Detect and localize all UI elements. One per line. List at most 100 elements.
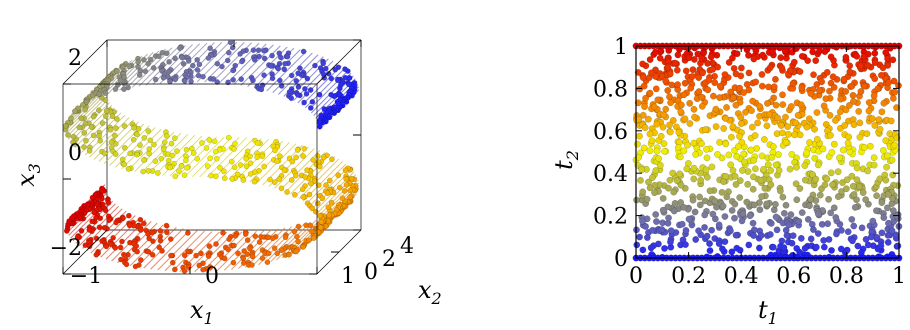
data-point (664, 63, 672, 71)
data-point (691, 208, 699, 216)
data-point (335, 172, 342, 179)
data-point (757, 231, 765, 239)
data-point (793, 196, 801, 204)
data-point (231, 242, 237, 249)
surface-strip-edge (258, 225, 299, 265)
data-point (807, 90, 815, 98)
data-point (177, 45, 183, 51)
data-point (698, 55, 706, 62)
data-point (860, 53, 868, 61)
data-point (652, 211, 660, 218)
x2-tick-label: 4 (400, 234, 414, 259)
data-point (870, 92, 878, 100)
data-point (112, 151, 119, 157)
surface-strip-edge (130, 226, 170, 266)
data-point (134, 131, 140, 138)
data-point (251, 57, 258, 63)
data-point (214, 79, 220, 85)
t1-tick-label: 0.6 (776, 264, 811, 289)
data-point (796, 248, 804, 256)
data-point (864, 61, 872, 69)
data-point (825, 195, 832, 203)
data-point (803, 123, 811, 131)
data-point (320, 154, 327, 160)
data-point (651, 189, 658, 197)
data-point (761, 136, 768, 143)
data-point (224, 57, 231, 64)
data-point (745, 69, 753, 77)
data-point (300, 153, 306, 159)
data-point (304, 167, 310, 173)
data-point (78, 227, 85, 234)
data-point (309, 99, 316, 105)
data-point (745, 51, 752, 59)
data-point (849, 91, 857, 99)
data-point (639, 74, 647, 81)
data-point (877, 242, 885, 250)
data-point (322, 65, 329, 72)
data-point (738, 217, 746, 225)
data-point (231, 146, 237, 152)
data-point (342, 167, 349, 174)
data-point (807, 195, 815, 203)
data-point (850, 121, 858, 129)
data-point (811, 154, 819, 162)
data-point (870, 161, 878, 169)
data-point (689, 66, 697, 74)
data-point (751, 201, 758, 209)
data-point (314, 200, 321, 207)
t1-tick-label: 0.2 (671, 264, 706, 289)
data-point (842, 53, 850, 61)
data-point (855, 107, 863, 115)
data-point (183, 157, 189, 164)
data-point (824, 220, 832, 228)
data-point (729, 167, 737, 174)
x3-axis-label: x3 (12, 163, 44, 187)
data-point (137, 142, 143, 148)
data-point (849, 237, 856, 245)
data-point (773, 226, 781, 234)
data-point (103, 243, 110, 250)
data-point (656, 54, 664, 62)
data-point (157, 228, 164, 234)
data-point (840, 75, 848, 83)
data-point (172, 55, 178, 62)
data-point (208, 172, 214, 179)
data-point (836, 108, 844, 116)
data-point (744, 180, 752, 188)
data-point (731, 172, 739, 180)
data-point (747, 146, 755, 154)
data-point (731, 200, 739, 208)
data-point (206, 243, 213, 249)
data-point (837, 245, 845, 253)
data-point (237, 162, 244, 168)
x3-tick-label: −2 (50, 236, 82, 261)
data-point (306, 191, 313, 198)
data-point (284, 189, 290, 195)
data-point (790, 58, 798, 66)
data-point (291, 191, 298, 198)
data-point (712, 123, 720, 131)
data-point (728, 207, 736, 214)
data-point (646, 130, 654, 138)
data-point (649, 174, 656, 181)
data-point (102, 113, 109, 119)
data-point (111, 132, 118, 139)
data-point (86, 147, 93, 154)
data-point (815, 87, 823, 94)
data-point (719, 202, 727, 210)
data-point (659, 206, 667, 214)
data-point (298, 72, 305, 78)
data-point (307, 87, 314, 93)
data-point (810, 226, 817, 233)
data-point (748, 107, 755, 114)
data-point (782, 113, 789, 121)
data-point (211, 138, 218, 145)
data-point (213, 241, 219, 247)
data-point (648, 137, 656, 145)
data-point (727, 133, 735, 141)
data-point (758, 82, 766, 90)
data-point (269, 52, 275, 59)
x1-tick-label: 1 (341, 264, 355, 289)
data-point (865, 99, 873, 106)
